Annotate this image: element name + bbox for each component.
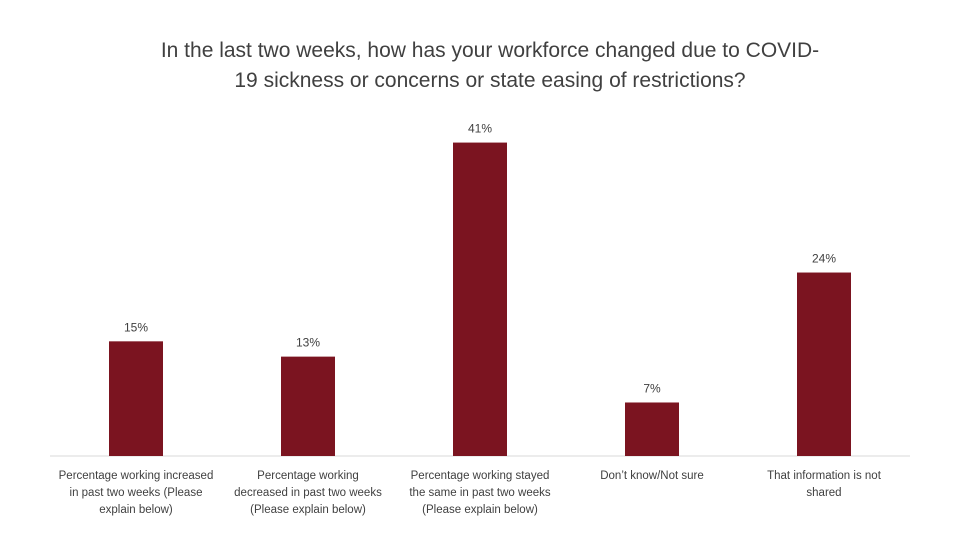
category-label: Percentage working decreased in past two … bbox=[234, 470, 382, 516]
category-label: Percentage working stayed the same in pas… bbox=[409, 470, 551, 516]
category-label-line: Don’t know/Not sure bbox=[600, 470, 704, 482]
category-label: Percentage working increased in past two … bbox=[59, 470, 214, 516]
category-label-line: decreased in past two weeks bbox=[234, 487, 382, 499]
bar bbox=[625, 402, 679, 456]
bar bbox=[109, 341, 163, 456]
bar bbox=[281, 356, 335, 456]
category-label: That information is not shared bbox=[767, 470, 882, 499]
category-label-line: (Please explain below) bbox=[422, 504, 538, 516]
bar bbox=[453, 142, 507, 457]
category-label-line: Percentage working bbox=[257, 470, 359, 482]
category-label-line: the same in past two weeks bbox=[409, 487, 551, 499]
category-label-line: shared bbox=[806, 487, 841, 499]
bar-value-label: 41% bbox=[468, 122, 492, 136]
category-label-line: in past two weeks (Please bbox=[70, 487, 203, 499]
category-label: Don’t know/Not sure bbox=[600, 470, 704, 482]
bar-value-label: 24% bbox=[812, 252, 836, 266]
bar-value-label: 7% bbox=[643, 381, 661, 395]
chart-title: In the last two weeks, how has your work… bbox=[90, 36, 890, 96]
bar-value-label: 13% bbox=[296, 336, 320, 350]
category-label-line: explain below) bbox=[99, 504, 173, 516]
category-label-line: (Please explain below) bbox=[250, 504, 366, 516]
category-label-line: Percentage working stayed bbox=[411, 470, 550, 482]
category-label-line: Percentage working increased bbox=[59, 470, 214, 482]
category-label-line: That information is not bbox=[767, 470, 882, 482]
chart-title-line: 19 sickness or concerns or state easing … bbox=[234, 69, 746, 92]
chart-title-line: In the last two weeks, how has your work… bbox=[160, 39, 820, 62]
bar-value-label: 15% bbox=[124, 320, 148, 334]
bar bbox=[797, 272, 851, 456]
